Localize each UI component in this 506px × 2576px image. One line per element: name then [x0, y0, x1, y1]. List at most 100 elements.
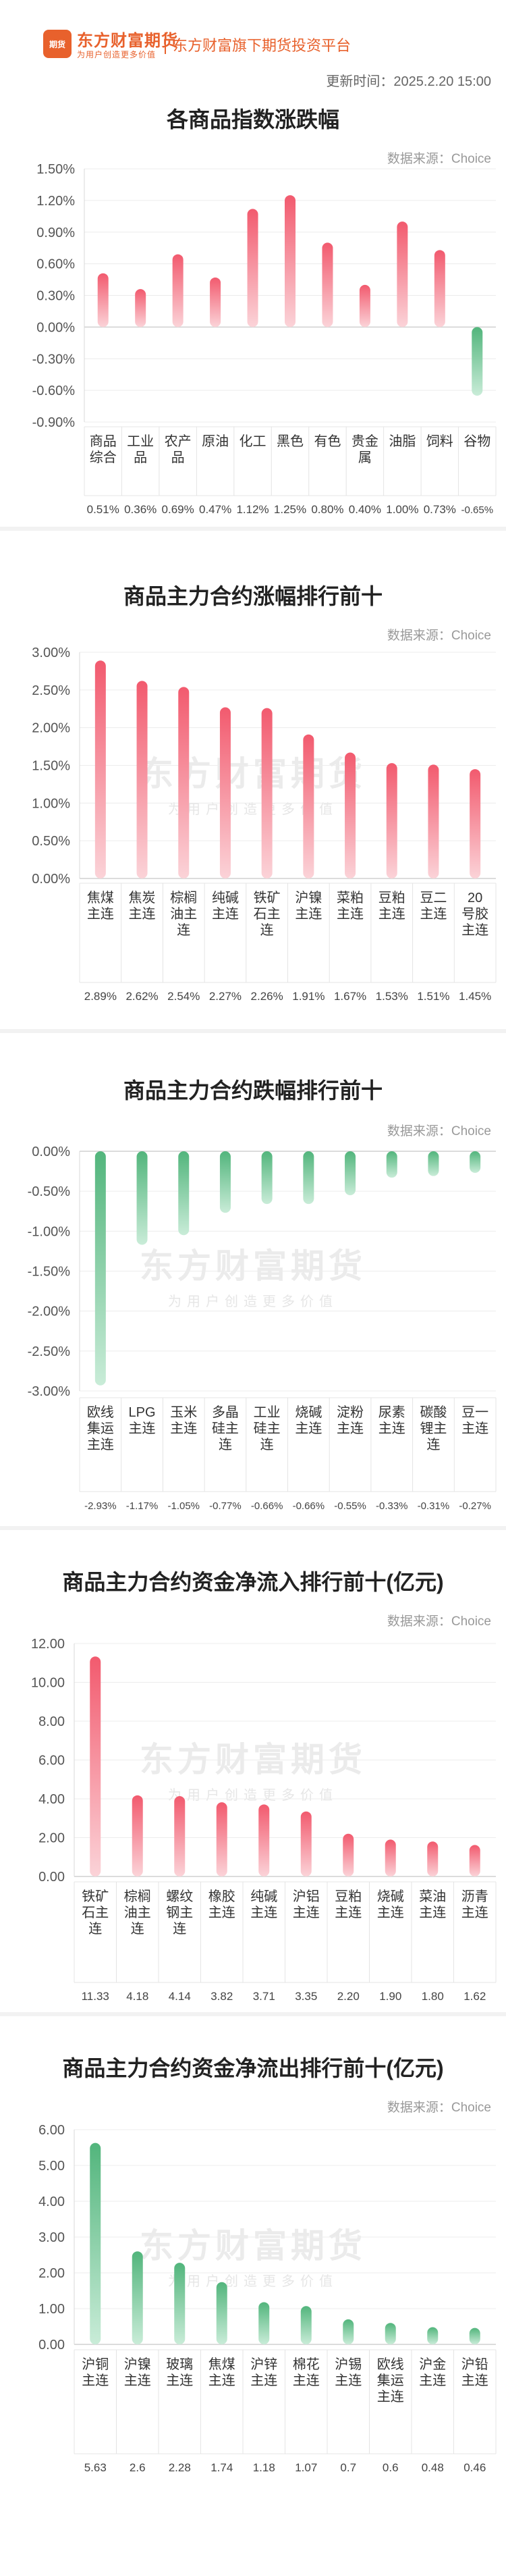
section-divider [0, 1029, 506, 1033]
category-label-line: 主连 [419, 1905, 446, 1920]
category-label: 沪镍主连 [124, 2357, 151, 2388]
value-label: -0.27% [459, 1500, 491, 1512]
category-label-line: 沪铅 [461, 2357, 488, 2372]
category-label: 焦炭主连 [129, 890, 156, 922]
category-label-line: 主连 [461, 1421, 488, 1436]
category-label-line: 主连 [208, 2373, 235, 2388]
y-tick-label: 3.00% [32, 646, 70, 660]
category-label-line: 烧碱 [295, 1404, 322, 1420]
category-label-line: 铁矿 [82, 1889, 109, 1904]
y-tick-label: -0.50% [28, 1184, 71, 1199]
category-label-line: 连 [260, 922, 274, 938]
category-label-line: 集运 [87, 1421, 114, 1436]
category-label-line: 农产 [165, 433, 192, 449]
category-label: 螺纹钢主连 [166, 1889, 193, 1937]
category-label: 沪金主连 [419, 2357, 446, 2388]
value-label: 3.71 [253, 1990, 275, 2003]
chart-section-top-gainers: 商品主力合约涨幅排行前十 数据来源：Choice 东方财富期货 为用户创造更多价… [0, 531, 506, 1029]
value-label: 5.63 [84, 2461, 107, 2474]
data-source: 数据来源：Choice [387, 1614, 491, 1629]
category-label: 烧碱主连 [377, 1889, 404, 1920]
category-label-line: 化工 [240, 433, 266, 449]
category-label-line: 主连 [129, 1421, 156, 1436]
value-label: 0.73% [424, 503, 456, 516]
category-label-line: 钢主 [166, 1905, 193, 1920]
category-label-line: 纯碱 [212, 890, 239, 905]
chart-section-top-losers: 商品主力合约跌幅排行前十 数据来源：Choice 东方财富期货 为用户创造更多价… [0, 1033, 506, 1526]
category-label: 油脂 [389, 433, 416, 449]
category-label-line: 连 [260, 1437, 274, 1452]
category-label-line: 沪金 [419, 2357, 446, 2372]
category-label-line: 主连 [377, 1905, 404, 1920]
brand-logo-icon: 期货 [43, 30, 72, 58]
value-label: 4.14 [169, 1990, 191, 2003]
y-tick-label: 6.00 [38, 2123, 65, 2138]
category-label-line: 谷物 [463, 433, 490, 449]
category-label: 工业品 [127, 433, 154, 465]
bar [470, 769, 481, 878]
category-label-line: 主连 [293, 1905, 320, 1920]
value-label: 11.33 [82, 1990, 109, 2003]
category-label: 焦煤主连 [87, 890, 114, 922]
category-label-line: 豆一 [461, 1405, 488, 1420]
category-label-line: 商品 [90, 433, 117, 449]
value-label: -0.65% [461, 504, 494, 516]
category-label-line: 橡胶 [208, 1889, 235, 1904]
category-label-line: 主连 [166, 2373, 193, 2388]
brand-slogan: 为用户创造更多价值 [77, 50, 157, 59]
bar [132, 2251, 143, 2344]
category-label-line: 主连 [170, 1421, 197, 1436]
category-label: 烧碱主连 [295, 1404, 322, 1436]
category-label-line: 主连 [378, 906, 405, 922]
y-tick-label: 0.50% [32, 834, 70, 849]
category-label: 饲料 [426, 433, 453, 449]
chart-title: 商品主力合约涨幅排行前十 [123, 584, 383, 608]
y-tick-label: -2.00% [28, 1305, 71, 1319]
category-label-line: 连 [173, 1921, 186, 1937]
chart-net-inflow: 12.00 10.00 8.00 6.00 4.00 2.00 0.00 铁矿石主连 11.33… [31, 1637, 497, 2003]
chart-title: 各商品指数涨跌幅 [166, 107, 339, 132]
category-label-line: 沪镍 [295, 890, 322, 905]
category-label-line: 主连 [87, 906, 114, 922]
category-label-line: 黑色 [277, 433, 304, 449]
category-label-line: 淀粉 [337, 1404, 364, 1420]
category-label-line: 主连 [420, 906, 447, 922]
value-label: 1.62 [463, 1990, 486, 2003]
bar [343, 1833, 354, 1876]
bar [216, 1802, 227, 1876]
category-label: 菜油主连 [419, 1889, 446, 1920]
category-label-line: 集运 [377, 2373, 404, 2388]
value-label: 0.51% [87, 503, 119, 516]
category-label-line: 主连 [337, 1421, 364, 1436]
category-label-line: 连 [426, 1437, 440, 1452]
value-label: -0.55% [334, 1500, 366, 1512]
category-label-line: 主连 [208, 1905, 235, 1920]
y-tick-label: 2.50% [32, 683, 70, 698]
y-tick-label: 0.00 [38, 2338, 65, 2352]
bar [469, 1845, 480, 1876]
update-time: 更新时间：2025.2.20 15:00 [326, 74, 491, 89]
bar [434, 250, 445, 327]
category-label: 工业硅主连 [254, 1404, 281, 1452]
section-divider [0, 527, 506, 531]
y-tick-label: 1.50% [32, 759, 70, 774]
category-label-line: 沪镍 [124, 2357, 151, 2372]
category-label: 豆粕主连 [335, 1889, 362, 1920]
value-label: 2.26% [251, 990, 283, 1003]
category-label: 欧线集运主连 [377, 2357, 404, 2404]
value-label: 2.27% [209, 990, 242, 1003]
category-label-line: 豆粕 [378, 890, 405, 905]
y-tick-label: 4.00 [38, 1792, 65, 1807]
value-label: 1.53% [376, 990, 408, 1003]
value-label: 2.20 [337, 1990, 360, 2003]
category-label-line: 主连 [295, 1421, 322, 1436]
value-label: 1.07 [295, 2461, 317, 2474]
category-label-line: 多晶 [212, 1404, 239, 1420]
value-label: -2.93% [84, 1500, 117, 1512]
category-label: 有色 [314, 433, 341, 449]
data-source: 数据来源：Choice [387, 152, 491, 166]
bar [397, 221, 408, 327]
category-label-line: 沪锌 [250, 2357, 277, 2372]
value-label: 2.28 [169, 2461, 191, 2474]
bar [385, 2323, 396, 2344]
